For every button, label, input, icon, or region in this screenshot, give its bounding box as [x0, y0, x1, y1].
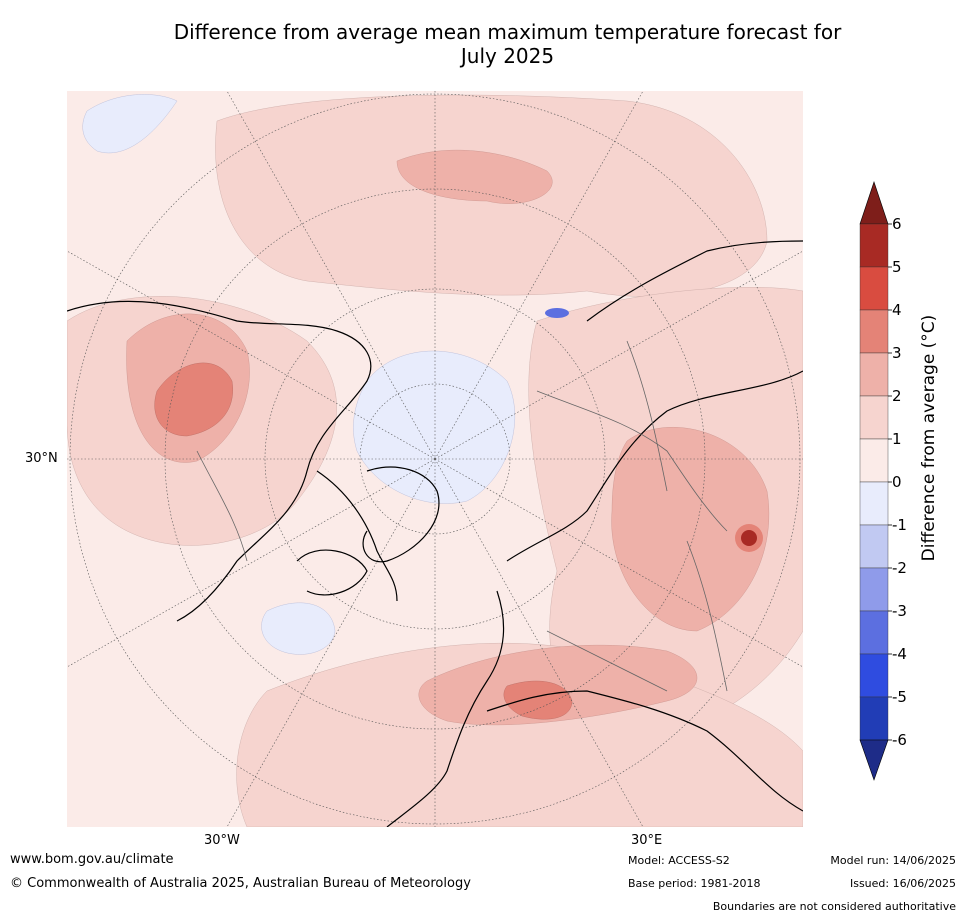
lon-label-30e: 30°E	[631, 833, 663, 848]
colorbar-over-arrow	[859, 181, 889, 225]
colorbar-tick-label: -5	[892, 688, 907, 706]
colorbar-tick-label: 6	[892, 215, 902, 233]
colorbar-ticks: 6 5 4 3 2 1 0 -1 -2 -3 -4 -5 -6	[888, 215, 907, 749]
colorbar-step	[859, 352, 889, 397]
colorbar-step	[859, 567, 889, 612]
colorbar-step	[859, 223, 889, 268]
colorbar-tick-label: 0	[892, 473, 902, 491]
lon-label-30w: 30°W	[204, 833, 240, 848]
title-line-2: July 2025	[460, 44, 555, 68]
graticule	[67, 91, 803, 827]
colorbar-under-arrow	[859, 739, 889, 781]
colorbar-step	[859, 524, 889, 569]
colorbar-label: Difference from average (°C)	[919, 315, 939, 562]
colorbar-step	[859, 610, 889, 655]
polar-temperature-map	[67, 91, 803, 827]
country-borders	[196, 340, 728, 692]
footer-url: www.bom.gov.au/climate	[10, 852, 174, 867]
colorbar-tick-label: 1	[892, 430, 902, 448]
colorbar: 6 5 4 3 2 1 0 -1 -2 -3 -4 -5 -6 Difference from aver…	[859, 181, 939, 781]
colorbar-tick-label: -6	[892, 731, 907, 749]
footer-issued: Issued: 16/06/2025	[849, 877, 956, 890]
colorbar-step	[859, 266, 889, 311]
colorbar-tick-label: -4	[892, 645, 907, 663]
footer-copyright: © Commonwealth of Australia 2025, Austra…	[10, 876, 471, 891]
anomaly-region-pacific-cool	[82, 94, 178, 153]
colorbar-tick-label: -2	[892, 559, 907, 577]
anomaly-region-pacific-warm	[396, 149, 553, 204]
colorbar-tick-label: -3	[892, 602, 907, 620]
colorbar-step	[859, 481, 889, 526]
anomaly-hotspot-central-asia-core	[741, 530, 757, 546]
colorbar-steps	[859, 181, 889, 781]
colorbar-tick-label: 2	[892, 387, 902, 405]
colorbar-tick-label: 5	[892, 258, 902, 276]
title-line-1: Difference from average mean maximum tem…	[173, 20, 842, 44]
footer-model: Model: ACCESS-S2	[628, 854, 730, 867]
colorbar-tick-label: 4	[892, 301, 902, 319]
anomaly-region-arctic-cool	[353, 350, 515, 504]
lat-label-30n: 30°N	[25, 451, 58, 466]
colorbar-step	[859, 395, 889, 440]
colorbar-step	[859, 309, 889, 354]
anomaly-region-alaska-hot	[154, 362, 233, 437]
footer-disclaimer: Boundaries are not considered authoritat…	[712, 900, 956, 913]
anomaly-region-atlantic-cool	[261, 602, 336, 655]
anomaly-coldspot-siberia	[545, 308, 569, 318]
colorbar-step	[859, 653, 889, 698]
chart-title: Difference from average mean maximum tem…	[60, 20, 955, 68]
colorbar-tick-label: 3	[892, 344, 902, 362]
footer-base-period: Base period: 1981-2018	[628, 877, 761, 890]
colorbar-tick-label: -1	[892, 516, 907, 534]
coastlines	[67, 240, 803, 827]
footer-model-run: Model run: 14/06/2025	[830, 854, 956, 867]
colorbar-step	[859, 696, 889, 741]
colorbar-step	[859, 438, 889, 483]
